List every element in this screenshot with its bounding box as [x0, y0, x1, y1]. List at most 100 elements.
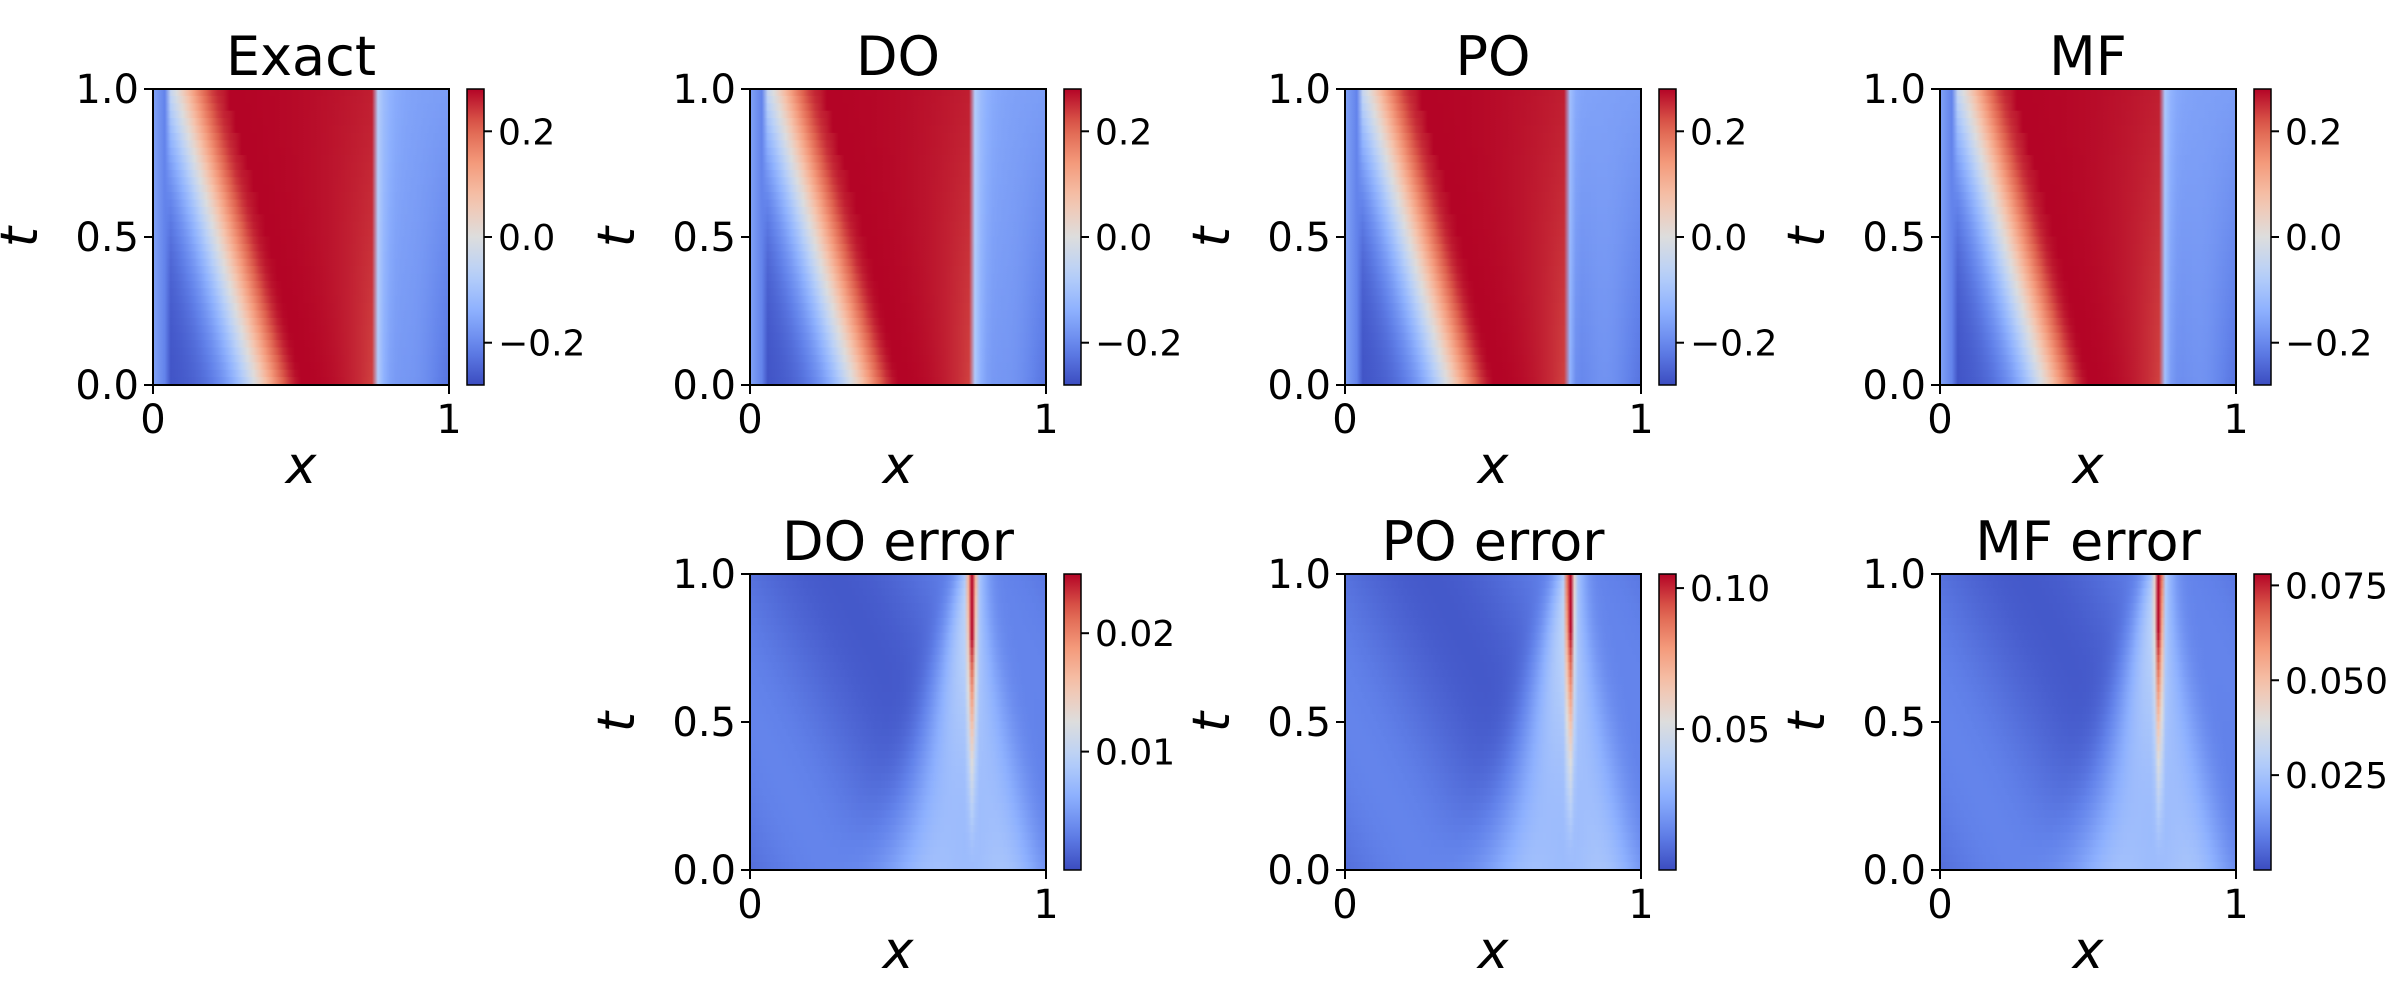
x-tick-label: 0: [1332, 397, 1357, 443]
x-tick-label: 1: [2223, 397, 2248, 443]
y-tick-label: 0.0: [672, 363, 736, 409]
heatmap-image: [1345, 574, 1641, 870]
colorbar-gradient: [466, 88, 485, 386]
x-axis-label: x: [284, 436, 318, 496]
plot-title: MF: [2049, 25, 2127, 88]
y-tick-label: 0.5: [75, 215, 139, 261]
plot-title: PO: [1455, 25, 1530, 88]
y-tick-label: 0.5: [1267, 700, 1331, 746]
y-tick-label: 0.0: [1862, 848, 1926, 894]
colorbar-tick-label: 0.0: [1095, 218, 1152, 259]
colorbar-tick-label: 0.05: [1690, 710, 1770, 751]
y-axis-label: t: [1777, 710, 1837, 732]
plot-title: DO error: [782, 510, 1015, 573]
colorbar-gradient: [1063, 88, 1082, 386]
plot-title: PO error: [1382, 510, 1606, 573]
colorbar-tick-label: 0.10: [1690, 569, 1770, 610]
x-tick-label: 0: [140, 397, 165, 443]
plot-title: DO: [856, 25, 940, 88]
colorbar-gradient: [1658, 88, 1677, 386]
colorbar-gradient: [1063, 573, 1082, 871]
colorbar-tick-label: 0.2: [1690, 112, 1747, 153]
colorbar: 0.075 0.050 0.025: [2253, 566, 2388, 871]
plot-title: MF error: [1975, 510, 2201, 573]
colorbar-tick-label: −0.2: [1095, 324, 1182, 365]
heatmap-image: [153, 89, 449, 385]
heatmap-image: [750, 574, 1046, 870]
colorbar-tick-label: 0.2: [1095, 112, 1152, 153]
x-tick-label: 0: [737, 882, 762, 928]
x-axis-label: x: [2071, 436, 2105, 496]
x-axis-label: x: [1476, 436, 1510, 496]
subplot-exact: Exact 0.0 0.5 1.0 0 1 x t 0.2 0.0 −0.2: [0, 25, 585, 496]
subplot-mf-error: MF error 0.0 0.5 1.0 0 1 x t 0.075 0.050 0.025: [1777, 510, 2388, 981]
y-axis-label: t: [1182, 710, 1242, 732]
y-tick-label: 0.5: [1862, 700, 1926, 746]
x-tick-label: 0: [737, 397, 762, 443]
y-tick-label: 0.5: [672, 700, 736, 746]
colorbar-tick-label: 0.0: [498, 218, 555, 259]
subplot-po: PO 0.0 0.5 1.0 0 1 x t 0.2 0.0 −0.2: [1182, 25, 1777, 496]
y-axis-label: t: [1182, 225, 1242, 247]
heatmap-image: [1345, 89, 1641, 385]
x-tick-label: 0: [1332, 882, 1357, 928]
x-axis-label: x: [2071, 921, 2105, 981]
colorbar-tick-label: −0.2: [498, 324, 585, 365]
colorbar-tick-label: 0.01: [1095, 733, 1175, 774]
colorbar-tick-label: 0.0: [2285, 218, 2342, 259]
colorbar: 0.10 0.05: [1658, 569, 1770, 871]
y-tick-label: 1.0: [75, 67, 139, 113]
colorbar-gradient: [2253, 88, 2272, 386]
y-tick-label: 1.0: [1267, 67, 1331, 113]
colorbar-tick-label: 0.0: [1690, 218, 1747, 259]
plot-title: Exact: [226, 25, 376, 88]
heatmap-image: [1940, 89, 2236, 385]
heatmap-image: [1940, 574, 2236, 870]
colorbar: 0.2 0.0 −0.2: [466, 88, 585, 386]
y-tick-label: 1.0: [672, 552, 736, 598]
heatmap-image: [750, 89, 1046, 385]
y-axis-label: t: [1777, 225, 1837, 247]
y-tick-label: 0.0: [1267, 363, 1331, 409]
y-tick-label: 1.0: [1862, 67, 1926, 113]
x-tick-label: 1: [436, 397, 461, 443]
subplot-mf: MF 0.0 0.5 1.0 0 1 x t 0.2 0.0 −0.2: [1777, 25, 2372, 496]
colorbar-tick-label: −0.2: [1690, 324, 1777, 365]
x-tick-label: 1: [1628, 397, 1653, 443]
colorbar-tick-label: 0.2: [498, 112, 555, 153]
colorbar-tick-label: 0.075: [2285, 566, 2388, 607]
y-axis-label: t: [587, 225, 647, 247]
y-axis-label: t: [0, 225, 50, 247]
y-axis-label: t: [587, 710, 647, 732]
colorbar-tick-label: 0.2: [2285, 112, 2342, 153]
y-tick-label: 1.0: [672, 67, 736, 113]
x-tick-label: 0: [1927, 882, 1952, 928]
y-tick-label: 0.0: [75, 363, 139, 409]
x-tick-label: 1: [1033, 397, 1058, 443]
x-axis-label: x: [881, 436, 915, 496]
colorbar-tick-label: 0.025: [2285, 756, 2388, 797]
x-axis-label: x: [1476, 921, 1510, 981]
y-tick-label: 0.0: [672, 848, 736, 894]
y-tick-label: 0.0: [1862, 363, 1926, 409]
y-tick-label: 0.5: [1267, 215, 1331, 261]
colorbar: 0.2 0.0 −0.2: [1063, 88, 1182, 386]
y-tick-label: 0.0: [1267, 848, 1331, 894]
subplot-do: DO 0.0 0.5 1.0 0 1 x t 0.2 0.0 −0.2: [587, 25, 1182, 496]
y-tick-label: 0.5: [672, 215, 736, 261]
colorbar: 0.2 0.0 −0.2: [1658, 88, 1777, 386]
x-axis-label: x: [881, 921, 915, 981]
colorbar: 0.02 0.01: [1063, 573, 1175, 871]
subplot-po-error: PO error 0.0 0.5 1.0 0 1 x t 0.10 0.05: [1182, 510, 1770, 981]
colorbar: 0.2 0.0 −0.2: [2253, 88, 2372, 386]
y-tick-label: 0.5: [1862, 215, 1926, 261]
colorbar-gradient: [2253, 573, 2272, 871]
x-tick-label: 0: [1927, 397, 1952, 443]
colorbar-tick-label: 0.02: [1095, 614, 1175, 655]
x-tick-label: 1: [1628, 882, 1653, 928]
x-tick-label: 1: [2223, 882, 2248, 928]
y-tick-label: 1.0: [1267, 552, 1331, 598]
colorbar-gradient: [1658, 573, 1677, 871]
subplot-do-error: DO error 0.0 0.5 1.0 0 1 x t 0.02 0.01: [587, 510, 1175, 981]
